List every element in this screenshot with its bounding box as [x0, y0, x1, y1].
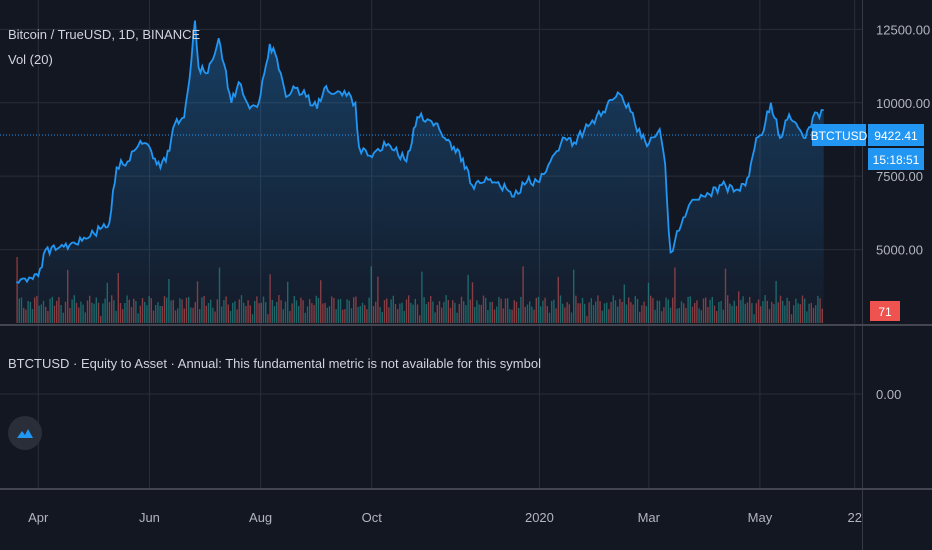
price-tick-label: 5000.00	[876, 243, 923, 258]
price-badges: BTCTUSD 9422.41 15:18:51 71	[811, 124, 924, 321]
price-tick-label: 12500.00	[876, 22, 930, 37]
price-tick-label: 10000.00	[876, 96, 930, 111]
last-price-badge	[868, 124, 924, 146]
time-tick-label: Apr	[28, 510, 49, 525]
time-tick-label: Mar	[638, 510, 661, 525]
volume-legend[interactable]: Vol (20)	[8, 52, 53, 67]
volume-badge-label: 71	[878, 305, 892, 319]
symbol-badge-label: BTCTUSD	[811, 129, 868, 143]
time-axis[interactable]: Apr Jun Aug Oct 2020 Mar May 22	[28, 510, 862, 525]
countdown-badge	[868, 148, 924, 170]
price-tick-label: 7500.00	[876, 169, 923, 184]
time-tick-label: 2020	[525, 510, 554, 525]
time-tick-label: Aug	[249, 510, 272, 525]
symbol-badge	[812, 124, 866, 146]
price-area-fill	[16, 20, 824, 323]
volume-badge	[870, 301, 900, 321]
time-tick-label: May	[748, 510, 773, 525]
time-tick-label: Jun	[139, 510, 160, 525]
price-scale[interactable]: 12500.00 10000.00 7500.00 5000.00 0.00	[876, 22, 930, 402]
time-tick-label: Oct	[362, 510, 383, 525]
last-price-label: 9422.41	[874, 129, 918, 143]
countdown-label: 15:18:51	[873, 153, 920, 167]
time-tick-label: 22	[847, 510, 861, 525]
symbol-title[interactable]: Bitcoin / TrueUSD, 1D, BINANCE	[8, 27, 201, 42]
tradingview-cloud-icon[interactable]	[8, 416, 42, 450]
price-line	[16, 20, 824, 284]
indicator-tick-label: 0.00	[876, 387, 901, 402]
indicator-legend[interactable]: BTCTUSD · Equity to Asset · Annual: This…	[8, 356, 541, 371]
